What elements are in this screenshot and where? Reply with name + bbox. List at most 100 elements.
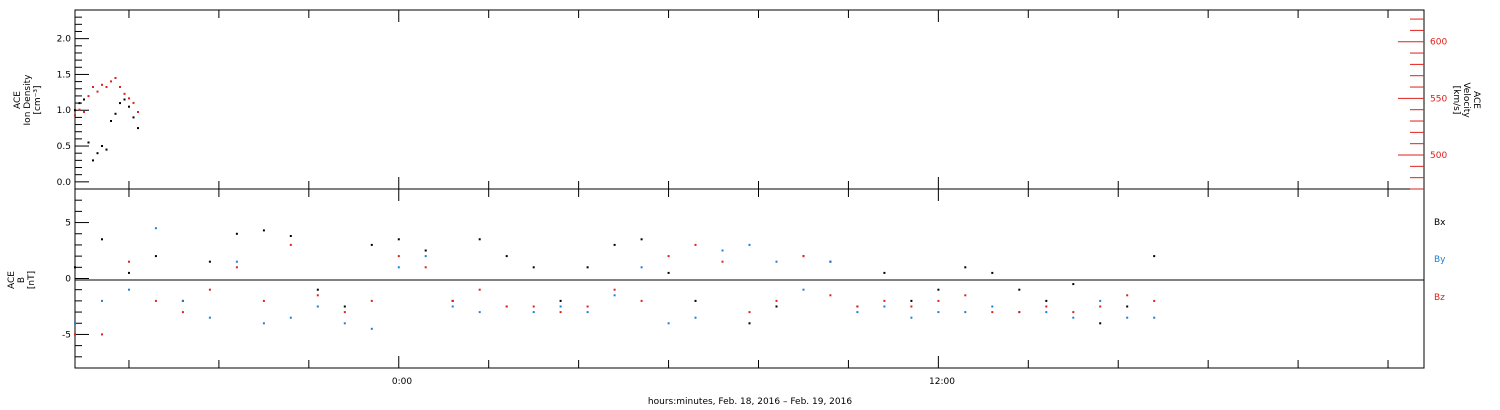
top-y2-tick-label: 600 <box>1430 38 1447 48</box>
legend-bz: Bz <box>1434 293 1445 303</box>
density-point <box>74 109 76 112</box>
density-point <box>128 105 130 108</box>
top-ylabel-line2: Ion Density <box>23 74 33 126</box>
bottom-y-tick-label: 5 <box>65 219 71 229</box>
bz-point <box>532 305 535 308</box>
bz-point <box>802 255 805 258</box>
by-point <box>370 327 373 330</box>
legend-bx: Bx <box>1434 218 1446 228</box>
top-left-ylabel: ACE Ion Density [cm⁻³] <box>13 74 43 126</box>
by-point <box>208 316 211 319</box>
bx-point <box>640 238 643 241</box>
by-point <box>154 227 157 230</box>
by-point <box>775 260 778 263</box>
density-point <box>110 120 112 122</box>
bx-point <box>74 266 76 269</box>
velocity-point <box>119 86 121 88</box>
bx-point <box>613 243 616 246</box>
density-point <box>132 116 135 119</box>
density-point <box>123 98 126 101</box>
bz-point <box>343 311 346 314</box>
density-point <box>78 102 81 105</box>
by-point <box>910 316 913 319</box>
density-point <box>105 148 108 151</box>
velocity-point <box>110 80 112 83</box>
bx-point <box>101 238 103 241</box>
bz-point <box>559 311 562 314</box>
by-point <box>181 299 184 302</box>
by-point <box>397 266 400 269</box>
bx-point <box>748 322 751 325</box>
bx-point <box>208 260 211 263</box>
velocity-point <box>123 92 126 95</box>
bz-point <box>316 294 319 297</box>
bx-point <box>316 288 319 291</box>
bz-point <box>1153 299 1156 302</box>
by-point <box>613 294 616 297</box>
density-point <box>92 159 94 162</box>
bz-point <box>829 294 832 297</box>
by-point <box>559 305 562 308</box>
density-point <box>83 98 85 101</box>
density-point <box>137 127 139 130</box>
by-point <box>586 311 589 314</box>
bz-point <box>586 305 589 308</box>
by-point <box>748 243 751 246</box>
bz-point <box>883 299 886 302</box>
bx-point <box>991 271 994 274</box>
by-point <box>235 260 238 263</box>
bx-point <box>370 243 373 246</box>
by-point <box>262 322 265 325</box>
bx-point <box>128 271 130 274</box>
by-point <box>532 311 535 314</box>
top-y-tick-label: 2.0 <box>57 35 72 45</box>
bz-point <box>1072 311 1075 314</box>
top-y-tick-label: 0.5 <box>57 142 71 152</box>
by-point <box>343 322 346 325</box>
by-point <box>424 255 427 258</box>
top-y2-tick-label: 550 <box>1430 94 1447 104</box>
by-point <box>451 305 454 308</box>
bz-point <box>262 299 265 302</box>
bx-point <box>1045 299 1048 302</box>
velocity-point <box>105 86 108 88</box>
velocity-point <box>87 95 90 98</box>
top-right-ylabel: ACE Velocity [km/s] <box>1451 82 1481 118</box>
by-point <box>316 305 319 308</box>
bz-point <box>640 299 643 302</box>
bz-point <box>667 255 670 258</box>
bx-point <box>1099 322 1102 325</box>
bz-point <box>370 299 373 302</box>
by-point <box>289 316 292 319</box>
by-point <box>883 305 886 308</box>
bx-point <box>937 288 940 291</box>
bx-point <box>586 266 589 269</box>
bz-point <box>694 243 697 246</box>
bz-point <box>721 260 724 263</box>
by-point <box>802 288 805 291</box>
bottom-ylabel-line1: ACE <box>7 271 17 289</box>
by-point <box>1045 311 1048 314</box>
bz-point <box>748 311 751 314</box>
velocity-point <box>137 111 139 113</box>
bz-point <box>613 288 616 291</box>
bz-point <box>964 294 967 297</box>
velocity-point <box>78 108 81 111</box>
density-point <box>87 141 90 144</box>
bz-point <box>991 311 994 314</box>
bx-point <box>1072 283 1075 286</box>
top-y-tick-label: 1.5 <box>57 70 71 80</box>
bz-point <box>1099 305 1102 308</box>
bx-point <box>478 238 481 241</box>
x-tick-1200: 12:00 <box>929 377 955 387</box>
bottom-ylabel-line2: B <box>17 277 27 283</box>
bz-point <box>181 311 184 314</box>
velocity-point <box>132 101 135 104</box>
by-point <box>829 260 832 263</box>
bz-point <box>451 299 454 302</box>
x-axis-label: hours:minutes, Feb. 18, 2016 – Feb. 19, … <box>648 397 852 407</box>
bx-point <box>1126 305 1129 308</box>
bz-point <box>937 299 940 302</box>
velocity-point <box>101 83 103 86</box>
bz-point <box>1126 294 1129 297</box>
